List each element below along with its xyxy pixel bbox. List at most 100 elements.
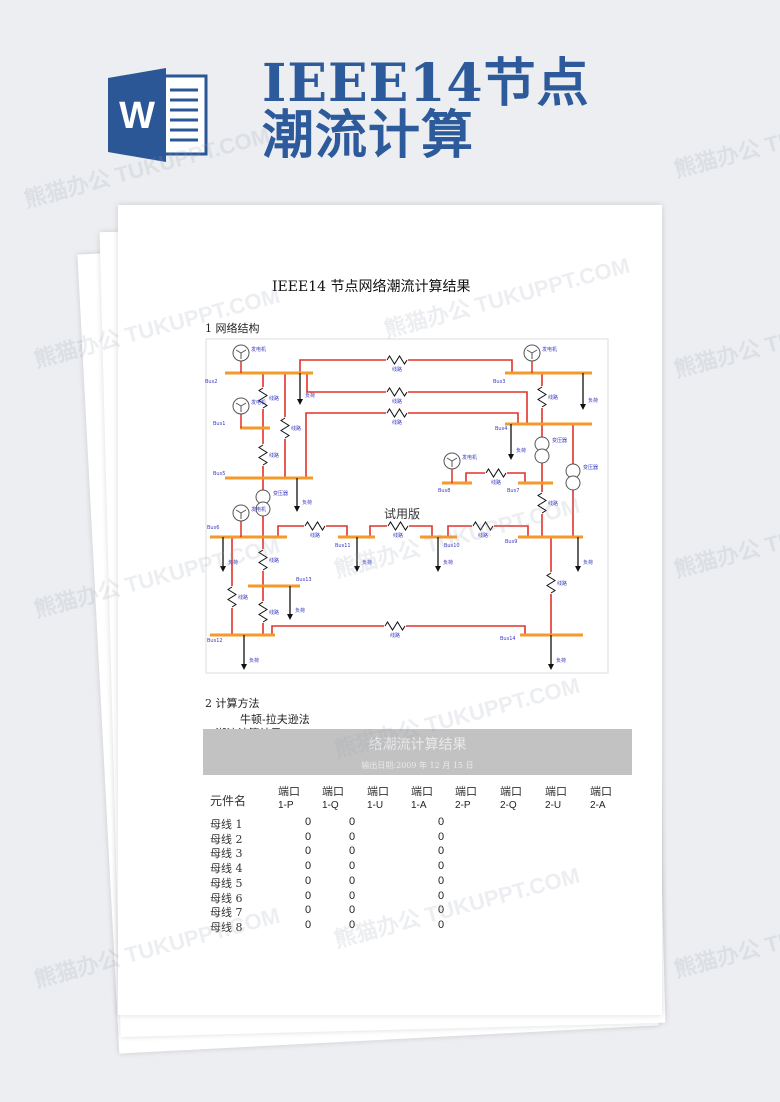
generator-symbol — [235, 509, 247, 519]
load-label: 负荷 — [443, 559, 453, 566]
column-header-port: 端口 — [367, 785, 389, 798]
line-label: 线路 — [310, 532, 320, 539]
bus-label: Bus7 — [507, 488, 519, 494]
column-header-code: 2-U — [545, 800, 562, 811]
column-header-code: 2-Q — [500, 800, 517, 811]
cell-1q: 0 — [349, 904, 356, 917]
column-header-port: 端口 — [545, 785, 567, 798]
resistor-icon — [280, 417, 290, 439]
document-title: IEEE14 节点网络潮流计算结果 — [272, 279, 471, 295]
generator-symbol — [235, 402, 247, 412]
line-label: 线路 — [392, 398, 402, 405]
load-arrow-icon — [575, 566, 581, 572]
resistor-icon — [384, 621, 406, 631]
load-arrow-icon — [435, 566, 441, 572]
bus-label: Bus2 — [205, 379, 217, 385]
cell-1a: 0 — [438, 918, 445, 931]
resistor-icon — [258, 549, 268, 571]
resistor-icon — [546, 572, 556, 594]
load-label: 负荷 — [228, 559, 238, 566]
row-name: 母线 6 — [210, 891, 243, 905]
line-label: 线路 — [291, 425, 301, 432]
resistor-icon — [472, 521, 494, 531]
method-text: 牛顿-拉夫逊法 — [240, 713, 310, 726]
bus-label: Bus5 — [213, 471, 225, 477]
resistor-icon — [258, 601, 268, 623]
line-label: 线路 — [557, 580, 567, 587]
generator-label: 发电机 — [251, 399, 266, 406]
row-name: 母线 5 — [210, 876, 243, 890]
column-header-code: 1-Q — [322, 800, 339, 811]
transformer-icon — [255, 501, 271, 517]
generator-symbol — [446, 457, 458, 467]
results-header-band: 络潮流计算结果 输出日期:2009 年 12 月 15 日 — [203, 729, 632, 775]
watermark-text: 熊猫办公 TUKUPPT.COM — [671, 892, 780, 983]
svg-text:W: W — [119, 95, 155, 137]
cell-1a: 0 — [438, 860, 445, 873]
word-icon: W — [108, 68, 208, 162]
load-arrow-icon — [297, 399, 303, 405]
resistor-icon — [304, 521, 326, 531]
transformer-icon — [534, 448, 550, 464]
column-header-port: 端口 — [590, 785, 612, 798]
column-header-port: 端口 — [322, 785, 344, 798]
transformer-label: 变压器 — [273, 490, 288, 497]
results-band-title: 络潮流计算结果 — [368, 737, 467, 753]
watermark-text: 熊猫办公 TUKUPPT.COM — [671, 92, 780, 183]
row-name: 母线 3 — [210, 847, 243, 861]
load-label: 负荷 — [583, 559, 593, 566]
load-label: 负荷 — [556, 657, 566, 664]
transformer-label: 变压器 — [552, 437, 567, 444]
resistor-icon — [227, 586, 237, 608]
load-arrow-icon — [294, 506, 300, 512]
page-title-line2: 潮流计算 — [262, 105, 475, 166]
bus-label: Bus6 — [207, 525, 219, 531]
load-arrow-icon — [220, 566, 226, 572]
bus-label: Bus9 — [505, 539, 517, 545]
generator-label: 发电机 — [542, 346, 557, 353]
cell-1p: 0 — [305, 904, 312, 917]
trial-watermark: 试用版 — [384, 506, 420, 521]
line-label: 线路 — [548, 500, 558, 507]
cell-1q: 0 — [349, 845, 356, 858]
resistor-icon — [386, 387, 408, 397]
cell-1q: 0 — [349, 889, 356, 902]
cell-1p: 0 — [305, 874, 312, 887]
bus-label: Bus3 — [493, 379, 505, 385]
load-label: 负荷 — [588, 397, 598, 404]
line-label: 线路 — [390, 632, 400, 639]
column-header-port: 端口 — [411, 785, 433, 798]
transformer-label: 变压器 — [583, 464, 598, 471]
resistor-icon — [258, 387, 268, 409]
column-header-port: 端口 — [455, 785, 477, 798]
cell-1a: 0 — [438, 845, 445, 858]
cell-1a: 0 — [438, 816, 445, 828]
row-name: 母线 2 — [210, 832, 243, 846]
line-label: 线路 — [392, 419, 402, 426]
cell-1q: 0 — [349, 918, 356, 931]
cell-1q: 0 — [349, 874, 356, 887]
bus-label: Bus8 — [438, 488, 450, 494]
transmission-line — [306, 373, 528, 424]
cell-1p: 0 — [305, 918, 312, 931]
resistor-icon — [537, 386, 547, 408]
line-label: 线路 — [491, 479, 501, 486]
ieee14-network-diagram: Bus2 Bus1 Bus5 Bus3 Bus4 Bus8 Bus7 Bus6 Bus11 Bus… — [205, 338, 609, 678]
generator-symbol — [235, 349, 247, 359]
cell-1q: 0 — [349, 860, 356, 873]
line-label: 线路 — [392, 366, 402, 373]
bus-label: Bus1 — [213, 421, 225, 427]
page-title-line1: IEEE14节点 — [262, 53, 590, 114]
column-header-port: 端口 — [500, 785, 522, 798]
row-name: 母线 1 — [210, 818, 243, 831]
bus-label: Bus13 — [296, 577, 312, 583]
watermark-text: 熊猫办公 TUKUPPT.COM — [671, 292, 780, 383]
load-arrow-icon — [354, 566, 360, 572]
line-label: 线路 — [393, 532, 403, 539]
cell-1a: 0 — [438, 889, 445, 902]
resistor-icon — [537, 492, 547, 514]
section-method: 2 计算方法 — [205, 697, 260, 710]
load-arrow-icon — [287, 614, 293, 620]
column-header-code: 1-A — [411, 800, 427, 811]
bus-label: Bus10 — [444, 543, 460, 549]
